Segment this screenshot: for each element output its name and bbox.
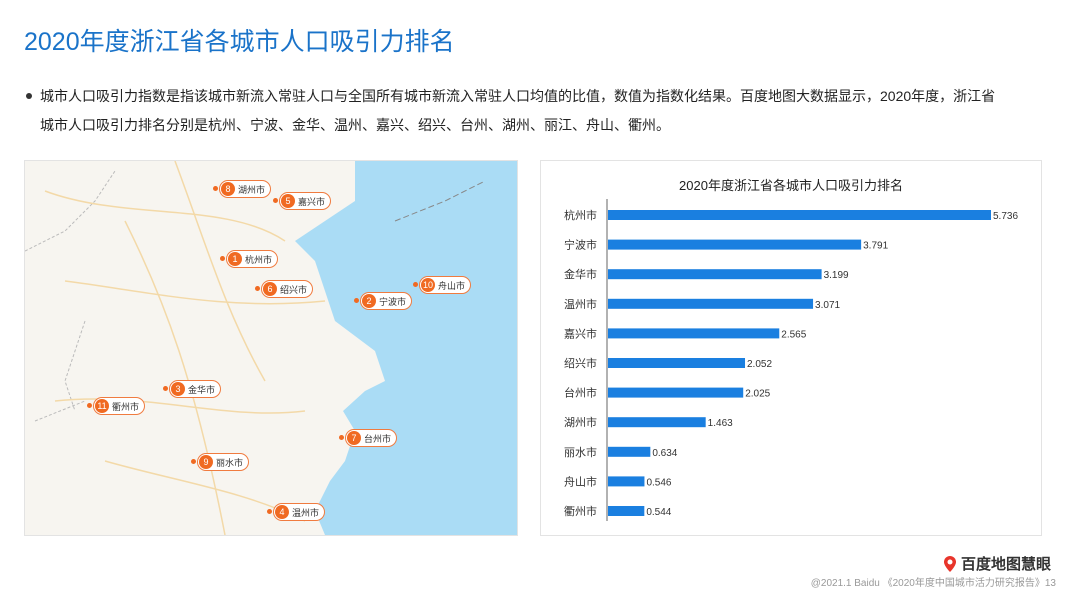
map-pin-icon xyxy=(944,555,956,572)
bar xyxy=(608,358,746,368)
city-label: 湖州市 xyxy=(238,184,266,195)
city-label: 杭州市 xyxy=(245,254,273,265)
rank-badge: 10 xyxy=(421,278,435,292)
city-label: 台州市 xyxy=(364,433,392,444)
city-marker[interactable]: 3 金华市 xyxy=(169,380,222,398)
rank-badge: 6 xyxy=(263,282,277,296)
sea xyxy=(295,161,517,535)
category-label: 金华市 xyxy=(564,267,597,281)
city-label: 绍兴市 xyxy=(280,284,308,295)
city-label: 衢州市 xyxy=(112,401,140,412)
marker-dot xyxy=(255,286,260,291)
rank-badge: 2 xyxy=(362,294,376,308)
city-label: 嘉兴市 xyxy=(298,196,326,207)
bar xyxy=(608,446,651,457)
value-label: 3.199 xyxy=(824,270,849,281)
category-label: 绍兴市 xyxy=(564,356,597,370)
category-label: 舟山市 xyxy=(564,474,597,488)
bar xyxy=(608,417,706,428)
city-marker[interactable]: 5 嘉兴市 xyxy=(279,192,332,210)
rank-badge: 9 xyxy=(199,455,213,469)
category-label: 衢州市 xyxy=(564,504,597,518)
category-label: 台州市 xyxy=(564,386,597,400)
rank-badge: 8 xyxy=(221,182,235,196)
city-marker[interactable]: 4 温州市 xyxy=(273,503,326,521)
city-label: 舟山市 xyxy=(438,280,466,291)
ranking-chart-panel: 2020年度浙江省各城市人口吸引力排名 杭州市 5.736 宁波市 3.791 金华市 3… xyxy=(540,160,1042,536)
rank-badge: 3 xyxy=(171,382,185,396)
bar xyxy=(608,239,862,250)
city-marker[interactable]: 10 舟山市 xyxy=(419,276,472,294)
city-marker[interactable]: 2 宁波市 xyxy=(360,292,413,310)
bullet-icon xyxy=(26,93,32,99)
value-label: 0.634 xyxy=(652,448,677,459)
value-label: 3.071 xyxy=(815,300,840,311)
marker-dot xyxy=(339,435,344,440)
city-marker[interactable]: 11 衢州市 xyxy=(93,397,146,415)
rank-badge: 4 xyxy=(275,505,289,519)
bar xyxy=(608,298,814,309)
category-label: 嘉兴市 xyxy=(564,326,597,340)
population-map: 8 湖州市 5 嘉兴市 1 杭州市 6 绍兴市 2 宁波市 10 舟山市 3 金华市 11 衢州市 7 台州市 9 丽… xyxy=(24,160,518,536)
category-label: 杭州市 xyxy=(564,208,597,222)
bar xyxy=(608,328,780,339)
page-title: 2020年度浙江省各城市人口吸引力排名 xyxy=(24,28,455,56)
marker-dot xyxy=(220,256,225,261)
marker-dot xyxy=(413,282,418,287)
marker-dot xyxy=(87,403,92,408)
value-label: 0.546 xyxy=(646,477,671,488)
category-label: 丽水市 xyxy=(564,445,597,459)
rank-badge: 7 xyxy=(347,431,361,445)
category-label: 湖州市 xyxy=(564,415,597,429)
description-line-1: 城市人口吸引力指数是指该城市新流入常驻人口与全国所有城市新流入常驻人口均值的比值… xyxy=(40,88,996,104)
city-label: 丽水市 xyxy=(216,457,244,468)
value-label: 2.052 xyxy=(747,359,772,370)
footer: @2021.1 Baidu 《2020年度中国城市活力研究报告》13 xyxy=(810,578,1056,589)
value-label: 3.791 xyxy=(863,241,888,252)
bar xyxy=(608,506,645,516)
chart-title: 2020年度浙江省各城市人口吸引力排名 xyxy=(679,178,903,193)
marker-dot xyxy=(273,198,278,203)
city-marker[interactable]: 9 丽水市 xyxy=(197,453,250,471)
value-label: 1.463 xyxy=(708,418,733,429)
city-label: 宁波市 xyxy=(379,296,407,307)
marker-dot xyxy=(213,186,218,191)
value-label: 2.025 xyxy=(745,389,770,400)
city-marker[interactable]: 8 湖州市 xyxy=(219,180,272,198)
baidu-logo: 百度地图慧眼 xyxy=(944,553,1051,574)
rank-badge: 11 xyxy=(95,399,109,413)
bar xyxy=(608,210,991,220)
city-label: 金华市 xyxy=(188,384,216,395)
marker-dot xyxy=(191,459,196,464)
city-marker[interactable]: 1 杭州市 xyxy=(226,250,279,268)
category-label: 温州市 xyxy=(564,297,597,311)
rank-badge: 5 xyxy=(281,194,295,208)
map-base xyxy=(25,161,517,535)
description: 城市人口吸引力指数是指该城市新流入常驻人口与全国所有城市新流入常驻人口均值的比值… xyxy=(26,82,1066,140)
category-label: 宁波市 xyxy=(564,238,597,252)
bar xyxy=(608,476,645,487)
logo-text: 百度地图慧眼 xyxy=(961,556,1052,573)
rank-badge: 1 xyxy=(228,252,242,266)
description-line-2: 城市人口吸引力排名分别是杭州、宁波、金华、温州、嘉兴、绍兴、台州、湖州、丽江、舟… xyxy=(40,117,670,133)
marker-dot xyxy=(267,509,272,514)
value-label: 5.736 xyxy=(993,211,1018,222)
city-marker[interactable]: 7 台州市 xyxy=(345,429,398,447)
marker-dot xyxy=(354,298,359,303)
marker-dot xyxy=(163,386,168,391)
value-label: 0.544 xyxy=(646,507,671,518)
city-marker[interactable]: 6 绍兴市 xyxy=(261,280,314,298)
bar xyxy=(608,269,822,280)
city-label: 温州市 xyxy=(292,507,320,518)
bar xyxy=(608,387,744,398)
bar-chart: 杭州市 5.736 宁波市 3.791 金华市 3.199 温州市 3.071 嘉兴市 2.565… xyxy=(564,199,1018,521)
value-label: 2.565 xyxy=(781,329,806,340)
